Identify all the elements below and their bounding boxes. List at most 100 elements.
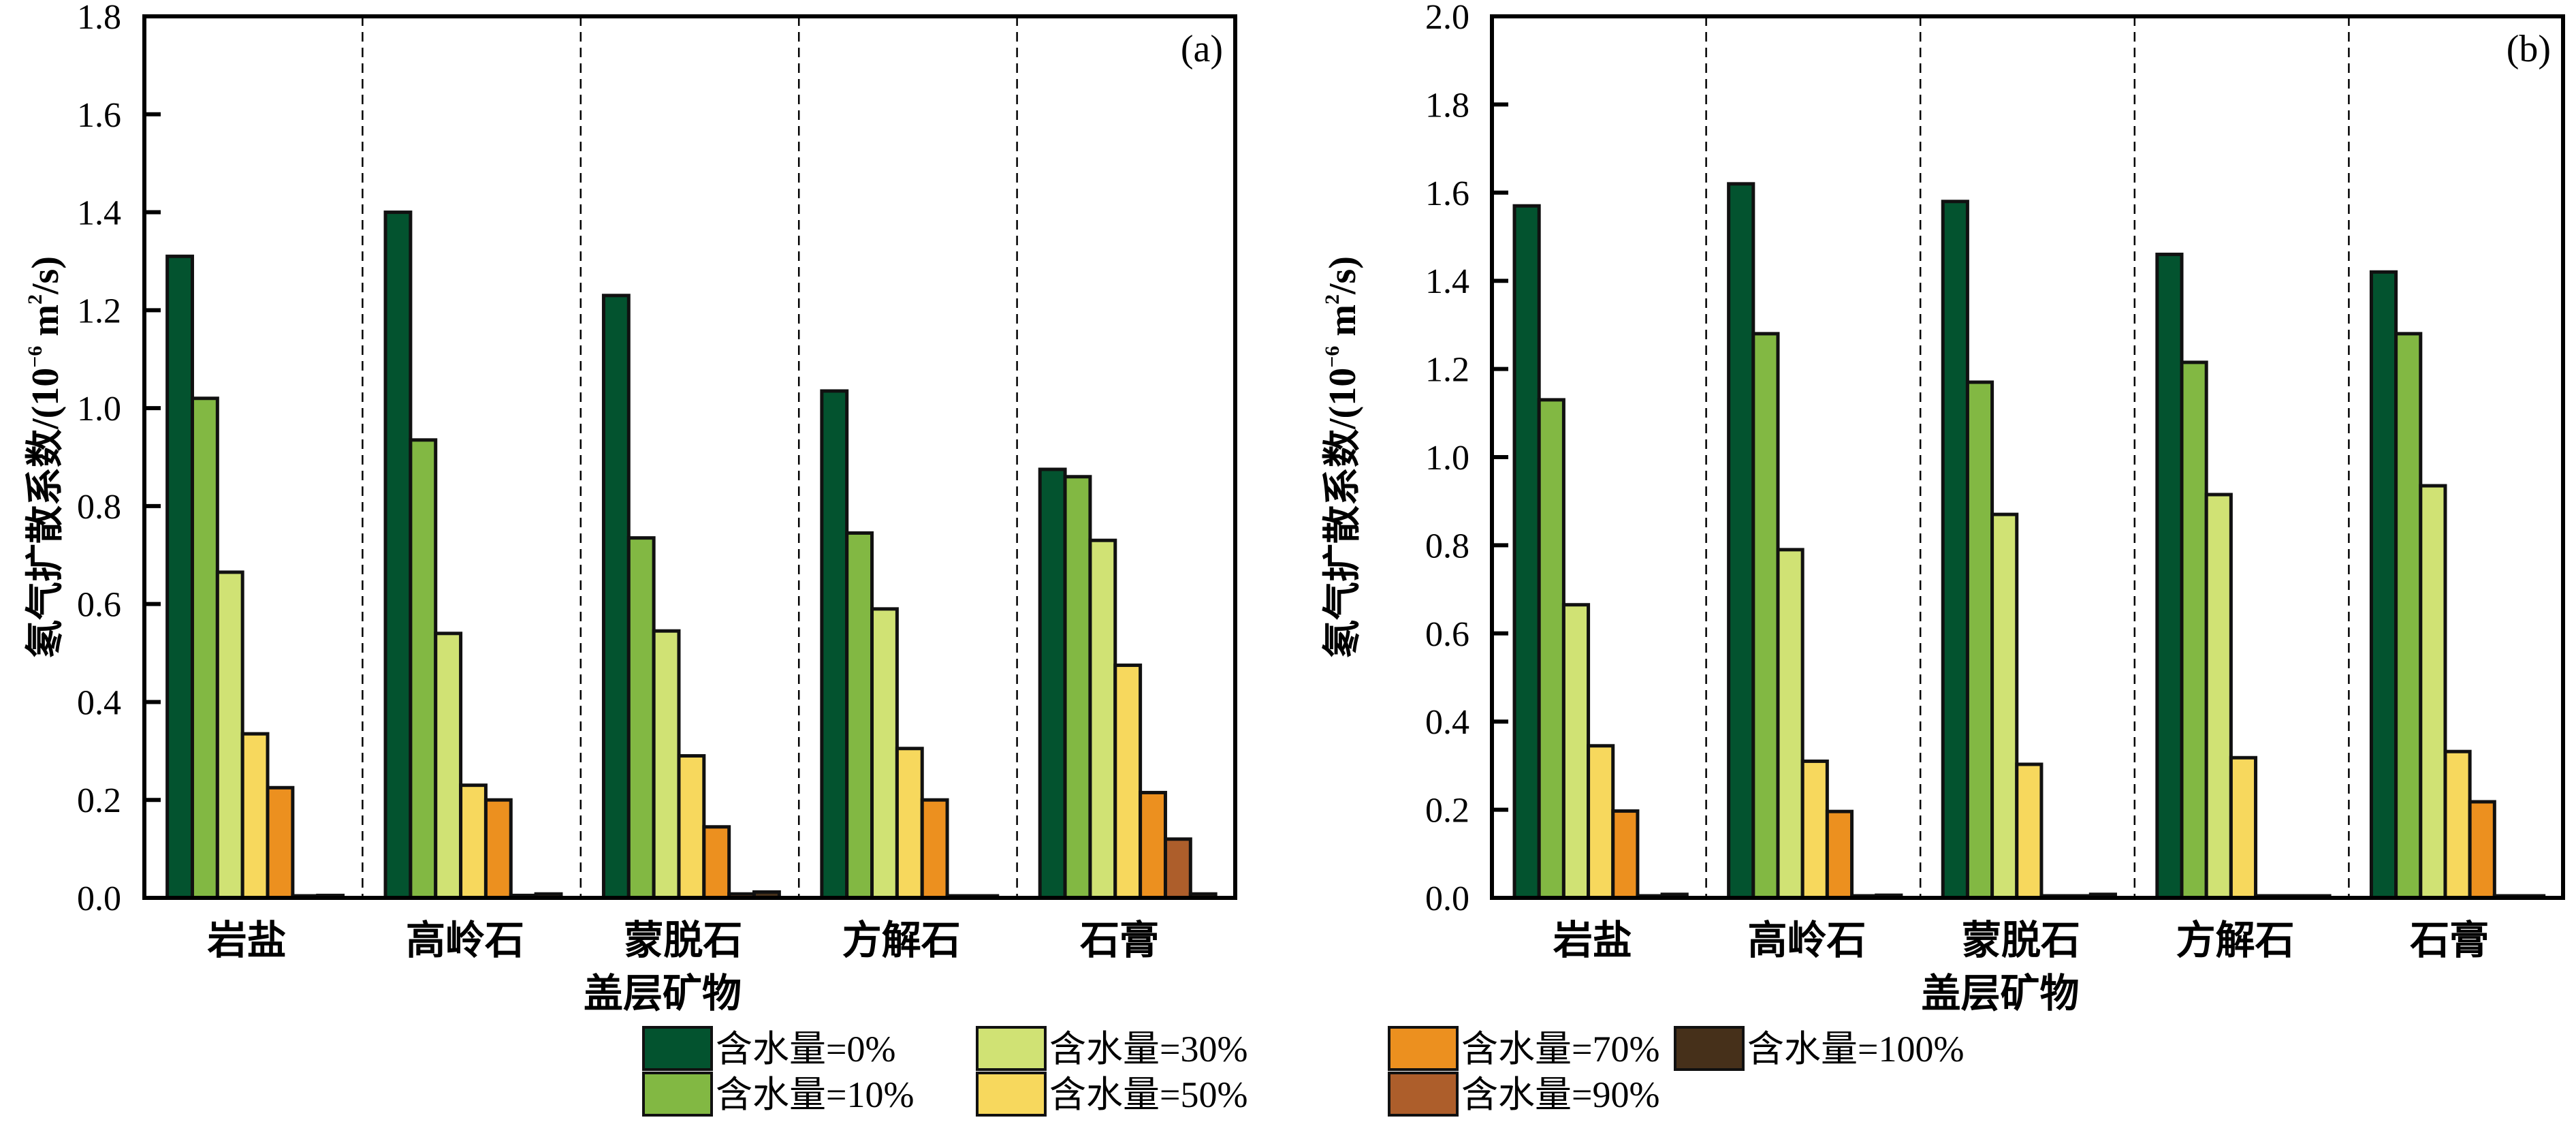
panel-label: (b) <box>2507 28 2551 70</box>
bar <box>1751 332 1780 900</box>
legend-swatch <box>642 1026 713 1071</box>
legend-label: 含水量=100% <box>1747 1029 1964 1070</box>
bar <box>215 570 244 900</box>
y-tick-label: 1.6 <box>1425 174 1469 213</box>
x-tick-label: 方解石 <box>2176 918 2295 963</box>
bar <box>601 294 631 900</box>
plot-frame <box>142 14 1237 900</box>
x-tick-label: 方解石 <box>842 918 961 963</box>
x-tick-label: 岩盐 <box>208 918 287 963</box>
bar <box>2204 493 2233 900</box>
bar <box>2155 252 2184 900</box>
y-axis-label-part: 氡气扩散系数/(10 <box>1322 368 1364 658</box>
bar <box>895 747 924 900</box>
x-tick-label: 蒙脱石 <box>624 918 742 963</box>
bar <box>626 536 656 900</box>
bar <box>1063 475 1092 900</box>
x-tick-label: 蒙脱石 <box>1962 918 2080 963</box>
x-axis-label: 盖层矿物 <box>584 971 742 1016</box>
y-axis-label-part: −6 <box>24 346 46 368</box>
bar <box>383 211 413 900</box>
legend-label: 含水量=0% <box>716 1029 895 1070</box>
bar <box>702 825 731 900</box>
y-tick-label: 0.6 <box>1425 615 1469 654</box>
bar <box>434 632 463 900</box>
bar <box>1776 548 1804 900</box>
bar <box>2419 484 2447 900</box>
bar <box>1561 603 1591 900</box>
y-axis-label-part: 2 <box>24 294 46 305</box>
y-tick-label: 1.2 <box>1425 351 1469 390</box>
bar <box>1038 467 1067 900</box>
x-tick-label: 高岭石 <box>1747 918 1866 963</box>
legend: 含水量=0%含水量=10% 含水量=30%含水量=50% 含水量=70%含水量=90… <box>642 1026 1964 1117</box>
bar <box>1727 182 1755 900</box>
bar <box>2468 800 2496 900</box>
bar <box>1088 538 1117 900</box>
x-tick-label: 石膏 <box>1080 918 1159 963</box>
legend-swatch <box>1388 1072 1459 1117</box>
panel-b: 0.0 0.2 0.4 0.6 0.8 1.0 1.2 1.4 1.6 1.8 2.0 岩盐 高岭石 蒙脱… <box>1321 0 2565 1016</box>
y-tick-label: 0.2 <box>1425 792 1469 830</box>
legend-swatch <box>642 1072 713 1117</box>
y-tick-label: 1.0 <box>77 390 121 428</box>
y-tick-label: 0.2 <box>77 781 121 820</box>
y-tick-label: 1.4 <box>77 194 121 233</box>
y-axis-label-part: m <box>25 305 67 346</box>
bar <box>165 254 194 900</box>
x-tick-label: 石膏 <box>2410 918 2489 963</box>
panel-label: (a) <box>1181 28 1223 70</box>
y-tick-label: 0.8 <box>77 488 121 527</box>
bar <box>2369 270 2398 900</box>
y-axis-label-part: 氡气扩散系数/(10 <box>25 368 67 658</box>
bar <box>920 798 949 900</box>
bar <box>1941 200 1969 900</box>
y-axis-label-part: /s) <box>1322 256 1364 295</box>
bar <box>1800 759 1829 900</box>
y-tick-label: 0.8 <box>1425 527 1469 565</box>
x-tick-label: 高岭石 <box>406 918 524 963</box>
x-axis-label: 盖层矿物 <box>1921 971 2079 1016</box>
bar <box>2015 762 2044 900</box>
y-tick-label: 1.2 <box>77 292 121 330</box>
y-tick-label: 1.4 <box>1425 262 1469 301</box>
bar <box>2229 755 2258 900</box>
y-tick-label: 1.6 <box>77 96 121 135</box>
y-tick-label: 1.8 <box>1425 86 1469 125</box>
y-tick-label: 0.0 <box>1425 879 1469 918</box>
bar <box>845 531 874 900</box>
bar <box>1965 380 1994 900</box>
bar <box>652 629 681 900</box>
y-axis-label-part: /s) <box>25 256 67 295</box>
legend-swatch <box>1388 1026 1459 1071</box>
bar <box>2180 360 2208 900</box>
bar <box>240 732 270 900</box>
legend-label: 含水量=70% <box>1461 1029 1659 1070</box>
bar <box>677 754 706 900</box>
bar <box>459 783 488 900</box>
y-axis-label: 氡气扩散系数/(10−6 m2/s) <box>24 256 67 658</box>
y-tick-label: 0.0 <box>77 879 121 918</box>
y-axis-label-part: m <box>1322 305 1364 346</box>
legend-label: 含水量=30% <box>1049 1029 1247 1070</box>
legend-swatch <box>1674 1026 1745 1071</box>
bar <box>483 798 513 900</box>
y-tick-label: 0.6 <box>77 586 121 625</box>
bar <box>1113 664 1143 900</box>
y-tick-label: 1.8 <box>77 0 121 37</box>
bar <box>2443 749 2472 900</box>
y-tick-label: 0.4 <box>77 683 121 722</box>
bar <box>1825 809 1854 900</box>
y-tick-label: 2.0 <box>1425 0 1469 37</box>
bar <box>1512 204 1541 900</box>
y-tick-label: 0.4 <box>1425 703 1469 742</box>
bar <box>409 438 438 900</box>
y-axis-label: 氡气扩散系数/(10−6 m2/s) <box>1321 256 1364 658</box>
bar <box>870 607 899 900</box>
bar <box>190 396 219 900</box>
bar <box>1537 398 1565 900</box>
legend-swatch <box>976 1026 1047 1071</box>
bar <box>1163 837 1192 900</box>
bar <box>1611 809 1640 900</box>
